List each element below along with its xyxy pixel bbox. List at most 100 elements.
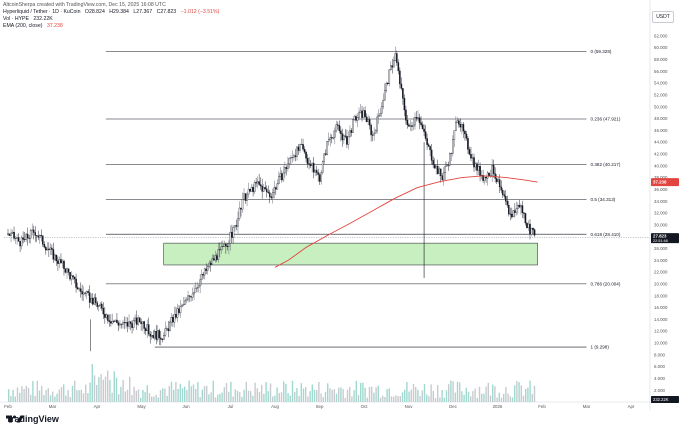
candle-body: [240, 207, 242, 210]
candle-body: [332, 137, 335, 139]
volume-bar: [432, 390, 434, 402]
volume-bar: [437, 384, 439, 402]
volume-bar: [487, 382, 489, 402]
candle-body: [225, 244, 227, 247]
candle-body: [259, 184, 262, 187]
candle-body: [365, 116, 368, 122]
volume-bar: [30, 394, 32, 402]
candle-body: [303, 148, 306, 153]
candle-body: [223, 244, 226, 247]
price-axis-label: 2.000: [654, 388, 666, 393]
candle-body: [70, 275, 73, 280]
candle-body: [323, 153, 325, 162]
candle-body: [309, 164, 312, 166]
candle-body: [347, 136, 350, 145]
candle-body: [479, 166, 481, 176]
candle-body: [429, 146, 431, 151]
price-axis-label: 18.000: [654, 293, 668, 298]
footer: TradingView: [0, 410, 680, 431]
volume-bar: [142, 389, 144, 402]
price-axis-label: 24.000: [654, 258, 668, 263]
candle-body: [34, 232, 37, 236]
volume-bar: [221, 392, 223, 402]
candle-body: [175, 314, 177, 318]
volume-bar: [461, 391, 463, 402]
volume-bar: [113, 371, 115, 402]
candle-body: [412, 124, 415, 127]
candle-body: [470, 154, 472, 159]
support-zone[interactable]: [163, 242, 538, 266]
candle-body: [20, 237, 23, 247]
candle-body: [173, 314, 176, 323]
volume-bar: [184, 386, 186, 402]
candle-body: [364, 110, 366, 118]
volume-bar: [201, 389, 203, 402]
candle-body: [202, 274, 204, 276]
candle-body: [114, 319, 117, 322]
candle-body: [427, 144, 430, 147]
volume-bar: [265, 382, 267, 402]
volume-bar: [173, 389, 175, 402]
volume-bar: [483, 393, 485, 402]
symbol-legend[interactable]: Hyperliquid / Tether · 1D · KuCoin O28.8…: [3, 9, 222, 15]
candle-body: [337, 124, 339, 126]
ema-price-tag: 37.238: [653, 180, 667, 185]
ema-legend[interactable]: EMA (200, close) 37.238: [3, 23, 66, 29]
volume-bar: [505, 387, 507, 402]
candle-body: [157, 330, 159, 340]
candle-body: [486, 172, 489, 179]
candle-body: [144, 328, 147, 332]
candle-body: [164, 328, 167, 336]
candle-body: [441, 175, 444, 180]
candle-body: [38, 235, 41, 238]
price-axis-label: 44.000: [654, 140, 668, 145]
volume-bar: [311, 384, 313, 402]
volume-bar: [151, 396, 153, 402]
candle-body: [271, 192, 274, 199]
ema-200-line[interactable]: [274, 175, 538, 268]
candle-body: [208, 262, 211, 267]
candle-body: [386, 83, 389, 85]
volume-bar: [434, 397, 437, 402]
candle-body: [235, 225, 238, 227]
candle-body: [57, 260, 59, 264]
candle-body: [105, 314, 108, 318]
volume-bar: [500, 397, 503, 402]
candle-body: [308, 163, 310, 165]
candle-body: [193, 292, 195, 295]
candle-body: [123, 322, 126, 324]
candle-body: [400, 83, 403, 89]
candle-body: [191, 293, 194, 298]
price-axis-label: 40.000: [654, 163, 668, 168]
price-chart[interactable]: 62.000 60.000 58.000 56.000 54.000 52.000 50.0…: [0, 0, 680, 410]
candle-body: [420, 122, 422, 125]
currency-unit-button[interactable]: USDT: [652, 11, 674, 23]
volume-bar: [190, 386, 192, 402]
tradingview-logo-text: TradingView: [6, 414, 59, 424]
volume-bar: [342, 389, 344, 402]
candle-body: [402, 88, 404, 99]
candle-body: [160, 337, 162, 340]
candle-body: [45, 246, 47, 251]
candle-body: [143, 321, 145, 329]
candle-body: [421, 124, 424, 130]
time-axis-label: Nov: [405, 404, 414, 409]
time-axis-label: Mar: [49, 404, 57, 409]
volume-bar: [351, 396, 353, 402]
volume-legend[interactable]: Vol · HYPE 232.22K: [3, 16, 56, 22]
candle-body: [176, 308, 179, 318]
candle-body: [458, 120, 460, 125]
candle-body: [179, 306, 182, 313]
candle-body: [113, 320, 115, 322]
volume-bar: [443, 397, 445, 402]
candle-body: [530, 227, 533, 235]
tradingview-logo[interactable]: TradingView: [6, 414, 59, 424]
volume-bar: [456, 381, 459, 402]
candle-body: [452, 139, 454, 154]
volume-bar: [49, 395, 52, 402]
candle-body: [101, 303, 103, 309]
candle-body: [182, 304, 185, 306]
candle-body: [200, 274, 203, 280]
candle-body: [465, 133, 468, 139]
volume-bar: [25, 385, 27, 402]
